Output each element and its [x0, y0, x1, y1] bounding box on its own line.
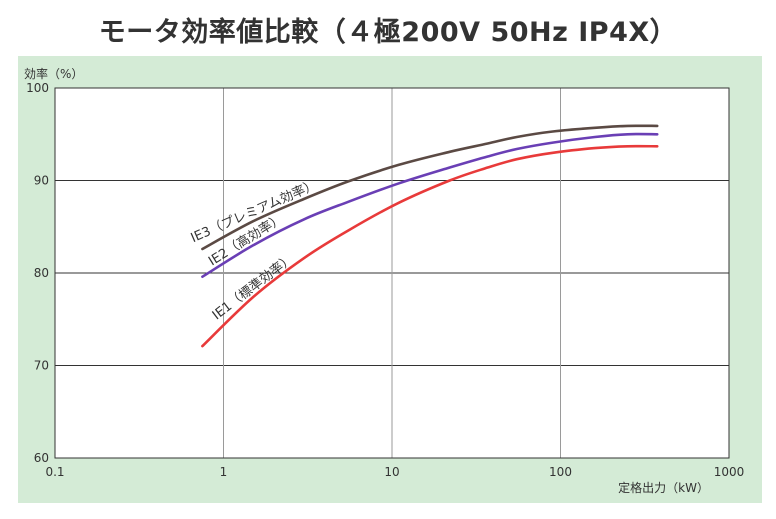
y-tick-label: 60	[34, 451, 49, 465]
y-tick-label: 70	[34, 359, 49, 373]
x-tick-label: 1	[220, 465, 228, 479]
series-line-ie2	[201, 132, 659, 278]
y-tick-label: 80	[34, 266, 49, 280]
x-axis-label: 定格出力（kW）	[618, 480, 709, 495]
x-tick-label: 10	[384, 465, 399, 479]
x-tick-label: 1000	[714, 465, 745, 479]
y-tick-label: 90	[34, 174, 49, 188]
y-axis-label: 効率（%）	[24, 66, 83, 81]
x-tick-label: 0.1	[45, 465, 64, 479]
tick-labels: 60 70 80 90 100 0.1 1 10 100 1000	[26, 81, 744, 479]
plot-frame	[54, 87, 730, 459]
series-line-ie3	[201, 124, 659, 251]
x-tick-label: 100	[549, 465, 572, 479]
series-line-ie1	[201, 144, 659, 348]
y-tick-label: 100	[26, 81, 49, 95]
series-lines	[201, 124, 659, 348]
chart-title: モータ効率値比較（４極200V 50Hz IP4X）	[98, 17, 678, 48]
